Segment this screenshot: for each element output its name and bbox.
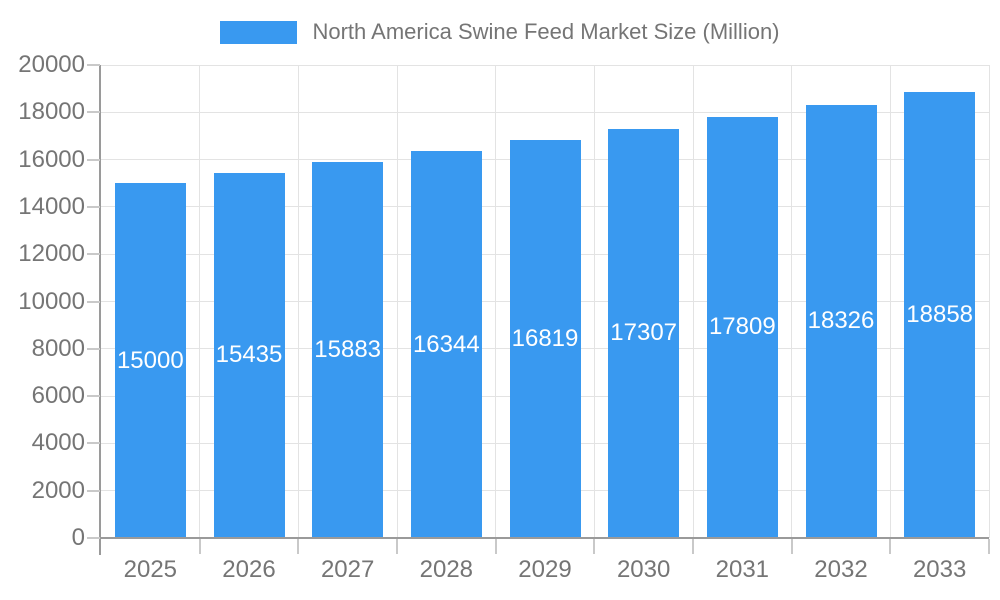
bar: 16819 (509, 140, 581, 538)
bar: 15883 (312, 162, 384, 538)
bar: 17809 (706, 116, 778, 538)
y-axis-tick-mark (87, 205, 100, 208)
gridline-vertical (593, 65, 595, 538)
x-axis-tick-label: 2033 (912, 556, 967, 583)
bar-value-label: 17809 (708, 313, 776, 341)
x-axis-tick-label: 2029 (518, 556, 572, 583)
gridline-vertical (297, 65, 299, 538)
y-axis-tick-mark (87, 158, 100, 161)
x-axis-tick-mark (396, 539, 398, 554)
y-axis-tick-mark (87, 111, 100, 114)
y-axis-tick-label: 20000 (18, 51, 85, 78)
bar: 15435 (213, 172, 285, 538)
y-axis-tick-mark (87, 489, 100, 492)
y-axis-tick-mark (87, 442, 100, 445)
x-axis-tick-mark (692, 539, 694, 554)
x-axis-tick-label: 2027 (320, 556, 375, 583)
bar: 18326 (805, 104, 877, 538)
x-axis-tick-label: 2028 (419, 556, 474, 583)
y-axis-tick-label: 14000 (18, 192, 85, 220)
gridline-horizontal (101, 111, 989, 113)
gridline-vertical (199, 65, 201, 538)
y-axis-tick-mark (87, 347, 100, 350)
x-axis-tick-label: 2032 (814, 556, 868, 583)
bar-value-label: 15883 (314, 336, 382, 364)
x-axis-tick-label: 2026 (222, 556, 276, 583)
bar: 16344 (410, 151, 482, 538)
y-axis-tick-mark (87, 300, 100, 303)
y-axis-line (99, 65, 101, 555)
x-axis-tick-mark (593, 539, 596, 554)
gridline-vertical (988, 65, 990, 538)
bar: 17307 (608, 128, 680, 538)
bar-value-label: 18326 (807, 307, 875, 335)
legend-swatch (220, 20, 298, 44)
x-axis-tick-mark (494, 539, 497, 554)
x-axis-tick-label: 2025 (123, 556, 178, 583)
y-axis-tick-label: 8000 (31, 334, 85, 362)
bar-value-label: 16819 (511, 325, 579, 353)
bar-value-label: 15000 (116, 346, 184, 374)
bar: 18858 (904, 92, 976, 538)
gridline-vertical (495, 65, 497, 538)
y-axis-tick-label: 12000 (18, 240, 85, 268)
y-axis-tick-label: 2000 (31, 476, 85, 504)
y-axis-tick-label: 6000 (31, 382, 85, 410)
gridline-vertical (396, 65, 398, 538)
bar-value-label: 18858 (906, 301, 974, 328)
x-axis-tick-mark (889, 539, 892, 554)
x-axis-tick-mark (198, 539, 201, 554)
bar: 15000 (114, 183, 186, 538)
x-axis-line (99, 537, 989, 539)
x-axis-tick-label: 2030 (616, 556, 671, 583)
x-axis-tick-mark (790, 539, 793, 554)
x-axis-tick-mark (297, 539, 300, 554)
y-axis-tick-label: 0 (71, 524, 85, 551)
y-axis-tick-label: 18000 (18, 98, 85, 126)
legend-label: North America Swine Feed Market Size (Mi… (312, 19, 780, 44)
plot-area: 15000 15435 15883 16344 16819 17307 17809 18326… (101, 64, 990, 538)
bar-value-label: 17307 (610, 319, 678, 347)
bar-value-label: 16344 (412, 330, 480, 358)
legend: North America Swine Feed Market Size (Mi… (0, 18, 1000, 46)
y-axis-tick-mark (87, 64, 100, 66)
gridline-vertical (889, 65, 891, 538)
y-axis-tick-label: 4000 (31, 429, 85, 457)
bar-value-label: 15435 (215, 341, 283, 369)
y-axis-tick-mark (87, 395, 100, 398)
y-axis-tick-mark (87, 253, 100, 256)
y-axis-tick-label: 16000 (18, 145, 85, 173)
x-axis-tick-mark (988, 539, 990, 554)
gridline-horizontal (101, 64, 989, 66)
y-axis-tick-label: 10000 (18, 287, 85, 315)
gridline-vertical (692, 65, 694, 538)
x-axis-tick-label: 2031 (715, 556, 770, 583)
y-axis-tick-mark (87, 537, 100, 539)
gridline-vertical (791, 65, 793, 538)
